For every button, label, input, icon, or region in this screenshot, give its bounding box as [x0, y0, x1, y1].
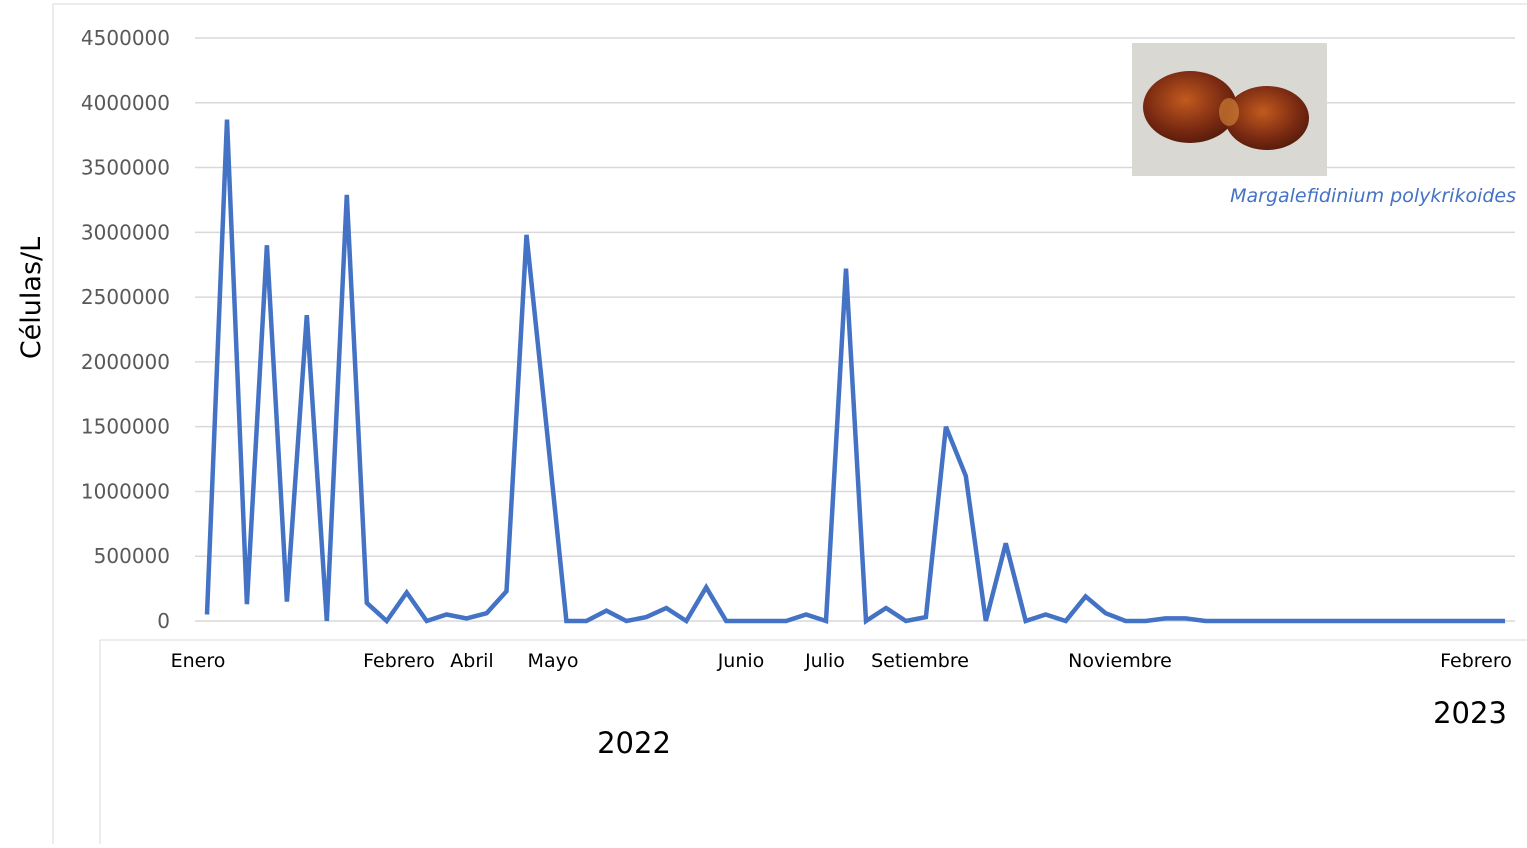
y-tick-label: 4000000: [81, 91, 170, 115]
x-month-label: Mayo: [528, 650, 579, 672]
x-month-label: Febrero: [363, 650, 435, 672]
y-tick-label: 4500000: [81, 26, 170, 50]
y-tick-label: 3500000: [81, 156, 170, 180]
y-tick-label: 1000000: [81, 479, 170, 503]
y-tick-label: 3000000: [81, 220, 170, 244]
x-month-label: Julio: [804, 650, 845, 672]
x-month-label: Abril: [450, 650, 493, 672]
x-month-label: Junio: [717, 650, 765, 672]
x-month-label: Noviembre: [1068, 650, 1172, 672]
y-axis-label: Células/L: [16, 237, 47, 359]
x-month-label: Setiembre: [871, 650, 969, 672]
species-label: Margalefidinium polykrikoides: [1230, 185, 1516, 207]
y-tick-label: 2000000: [81, 350, 170, 374]
year-label-2023: 2023: [1433, 696, 1507, 730]
x-month-label: Enero: [171, 650, 226, 672]
y-tick-label: 0: [157, 609, 170, 633]
y-tick-label: 500000: [94, 544, 170, 568]
x-month-label: Febrero: [1440, 650, 1512, 672]
y-tick-label: 1500000: [81, 415, 170, 439]
y-tick-label: 2500000: [81, 285, 170, 309]
dinoflagellate-photo: [1132, 43, 1327, 176]
year-label-2022: 2022: [597, 726, 671, 760]
